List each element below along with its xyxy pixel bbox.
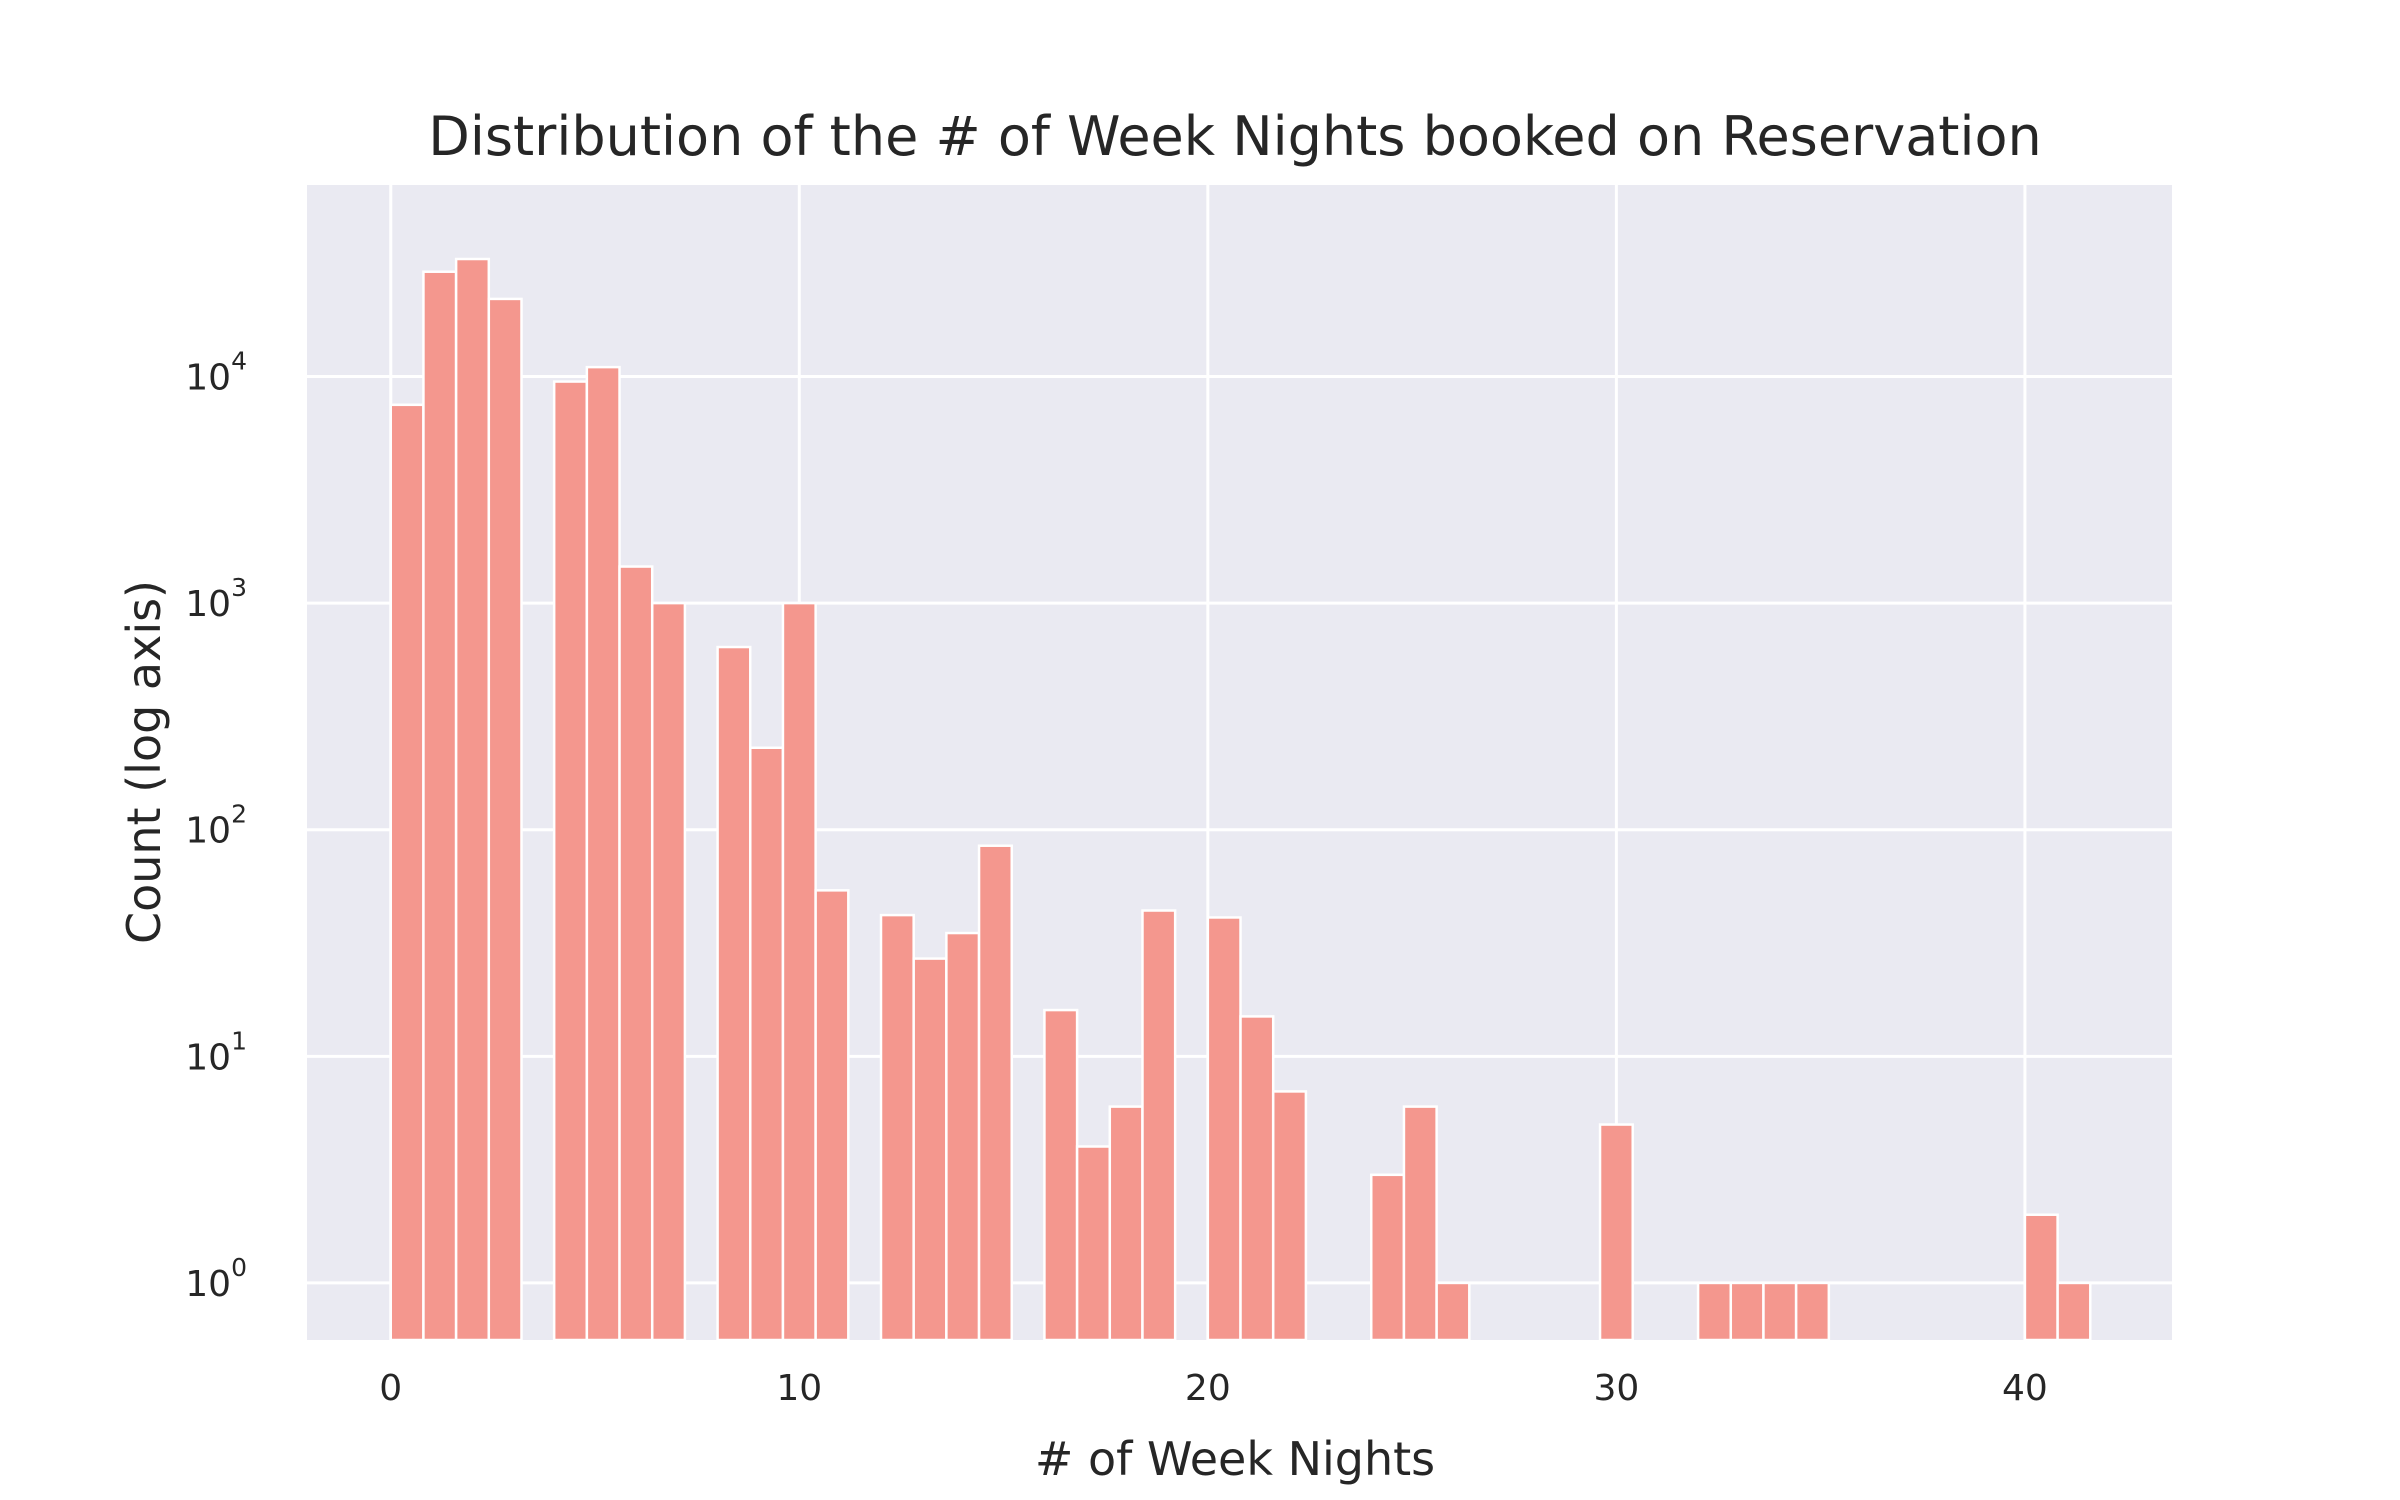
x-tick-label: 30 — [1593, 1368, 1639, 1409]
histogram-bar — [1402, 1105, 1438, 1342]
histogram-bar — [585, 365, 621, 1342]
histogram-bar — [1075, 1145, 1112, 1342]
histogram-bar — [1043, 1008, 1079, 1342]
histogram-bar — [1239, 1015, 1275, 1342]
histogram-bar — [945, 931, 981, 1342]
x-tick-label: 20 — [1185, 1368, 1231, 1409]
histogram-bar — [487, 297, 523, 1342]
histogram-bar — [781, 601, 817, 1342]
histogram-bar — [749, 746, 785, 1342]
y-tick-label: 104 — [185, 347, 247, 399]
histogram-bar — [716, 645, 752, 1342]
histogram-bar — [1108, 1105, 1144, 1342]
histogram-bar — [1762, 1281, 1798, 1342]
x-axis-label: # of Week Nights — [1035, 1432, 1435, 1486]
histogram-bar — [1271, 1090, 1308, 1342]
histogram-bar — [879, 913, 915, 1342]
histogram-bar — [814, 889, 850, 1342]
histogram-bar — [1206, 916, 1242, 1342]
histogram-bar — [650, 601, 687, 1342]
x-tick-label: 40 — [2002, 1368, 2048, 1409]
histogram-bar — [1141, 909, 1177, 1342]
histogram-bar — [2056, 1281, 2092, 1342]
histogram-bar — [389, 403, 425, 1342]
histogram-bar — [977, 844, 1013, 1342]
y-tick-label: 103 — [185, 573, 247, 625]
histogram-bar — [1370, 1173, 1406, 1342]
y-tick-label: 101 — [185, 1026, 247, 1078]
x-tick-label: 10 — [776, 1368, 822, 1409]
histogram-bar — [912, 957, 948, 1342]
bars — [389, 257, 2092, 1342]
histogram-bar — [422, 270, 458, 1342]
histogram-bar — [552, 380, 589, 1342]
histogram-bar — [1729, 1281, 1765, 1342]
histogram-bar — [1696, 1281, 1733, 1342]
histogram-bar — [454, 257, 491, 1342]
histogram-bar — [1435, 1281, 1471, 1342]
histogram-bar — [1794, 1281, 1831, 1342]
y-tick-label: 100 — [185, 1253, 247, 1305]
y-tick-label: 102 — [185, 800, 247, 852]
x-tick-label: 0 — [379, 1368, 402, 1409]
chart-title: Distribution of the # of Week Nights boo… — [428, 105, 2041, 168]
histogram-bar — [1598, 1123, 1634, 1342]
histogram-bar — [2023, 1213, 2059, 1342]
y-axis-label: Count (log axis) — [117, 580, 171, 944]
histogram-bar — [618, 565, 654, 1342]
